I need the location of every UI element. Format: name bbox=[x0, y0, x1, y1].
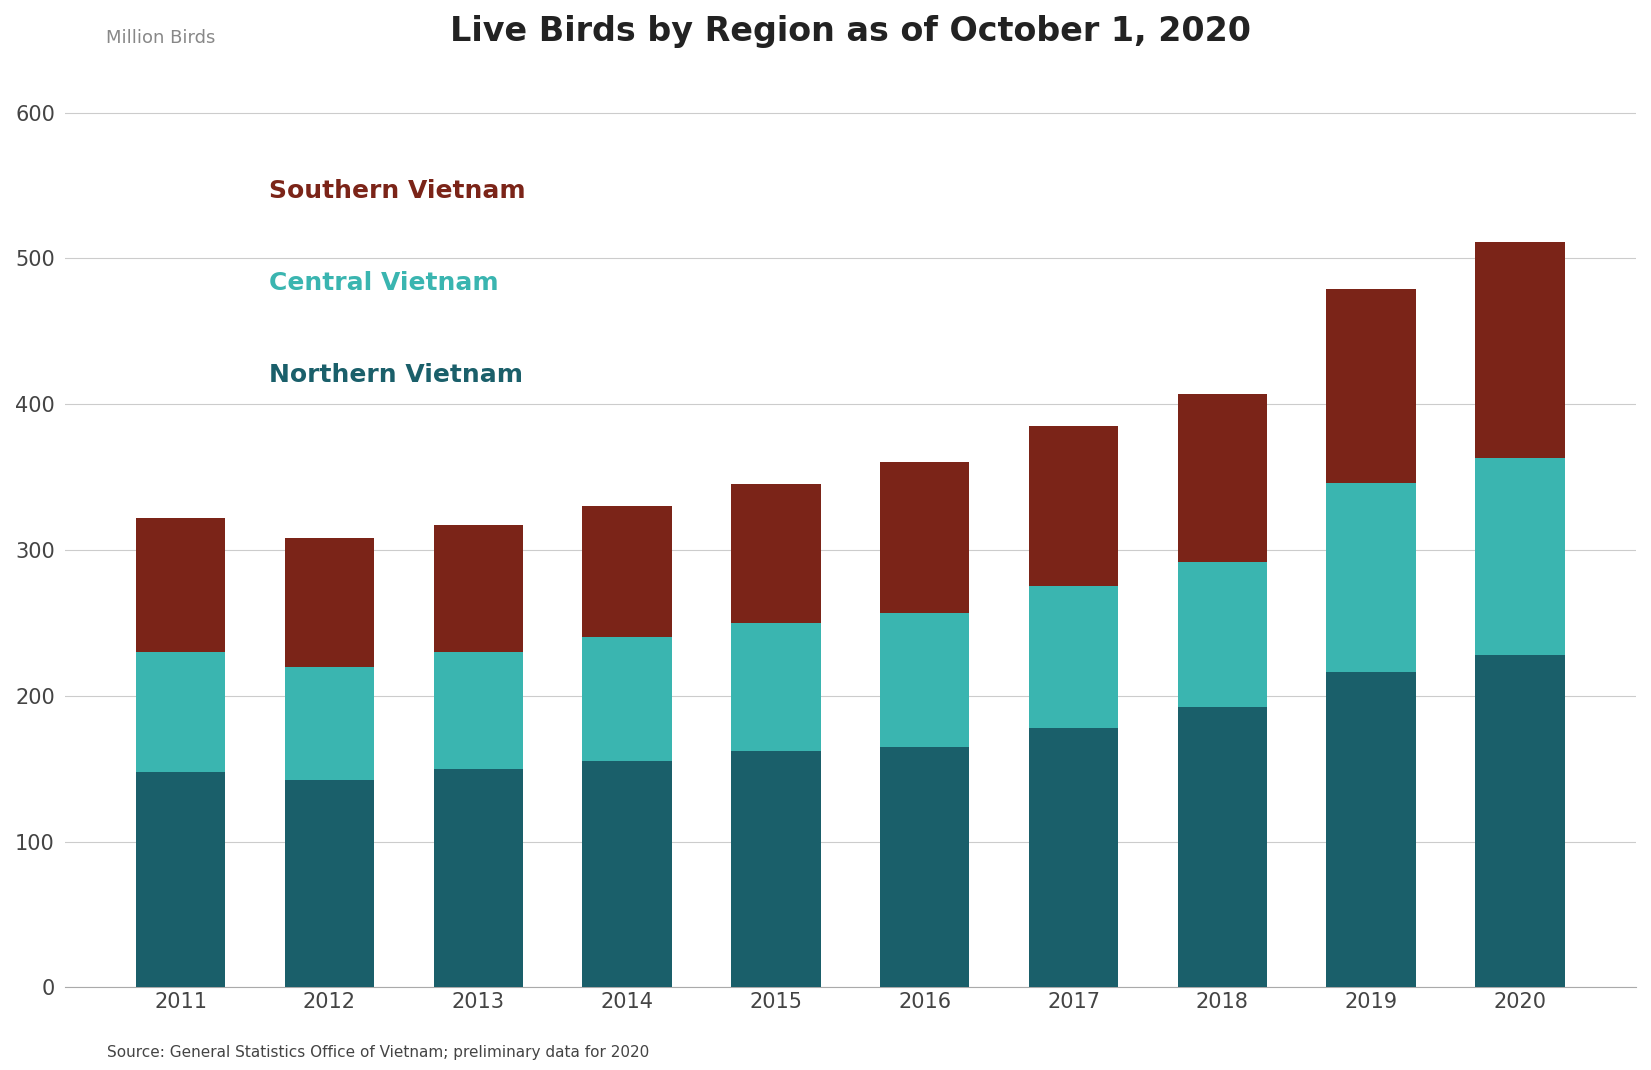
Bar bbox=[583, 638, 672, 762]
Bar bbox=[1326, 289, 1417, 483]
Bar bbox=[1177, 394, 1266, 562]
Bar bbox=[583, 506, 672, 638]
Bar bbox=[434, 525, 523, 652]
Bar bbox=[1029, 426, 1118, 586]
Bar bbox=[1177, 707, 1266, 988]
Bar bbox=[434, 652, 523, 768]
Bar bbox=[731, 751, 821, 988]
Bar bbox=[1476, 458, 1565, 655]
Bar bbox=[731, 485, 821, 623]
Bar bbox=[286, 780, 375, 988]
Bar bbox=[880, 613, 969, 747]
Bar bbox=[1476, 242, 1565, 458]
Bar bbox=[1029, 728, 1118, 988]
Bar bbox=[434, 768, 523, 988]
Bar bbox=[135, 771, 225, 988]
Text: Source: General Statistics Office of Vietnam; preliminary data for 2020: Source: General Statistics Office of Vie… bbox=[107, 1045, 649, 1060]
Bar bbox=[880, 747, 969, 988]
Bar bbox=[135, 518, 225, 652]
Text: Central Vietnam: Central Vietnam bbox=[269, 271, 499, 295]
Bar bbox=[731, 623, 821, 751]
Bar bbox=[286, 667, 375, 780]
Title: Live Birds by Region as of October 1, 2020: Live Birds by Region as of October 1, 20… bbox=[449, 15, 1251, 48]
Bar bbox=[1326, 483, 1417, 672]
Bar bbox=[1029, 586, 1118, 728]
Text: Northern Vietnam: Northern Vietnam bbox=[269, 363, 523, 386]
Bar bbox=[1476, 655, 1565, 988]
Text: Southern Vietnam: Southern Vietnam bbox=[269, 179, 525, 203]
Bar bbox=[286, 538, 375, 667]
Bar bbox=[135, 652, 225, 771]
Bar bbox=[583, 762, 672, 988]
Bar bbox=[1177, 562, 1266, 707]
Text: Million Birds: Million Birds bbox=[106, 29, 216, 47]
Bar bbox=[1326, 672, 1417, 988]
Bar bbox=[880, 462, 969, 613]
